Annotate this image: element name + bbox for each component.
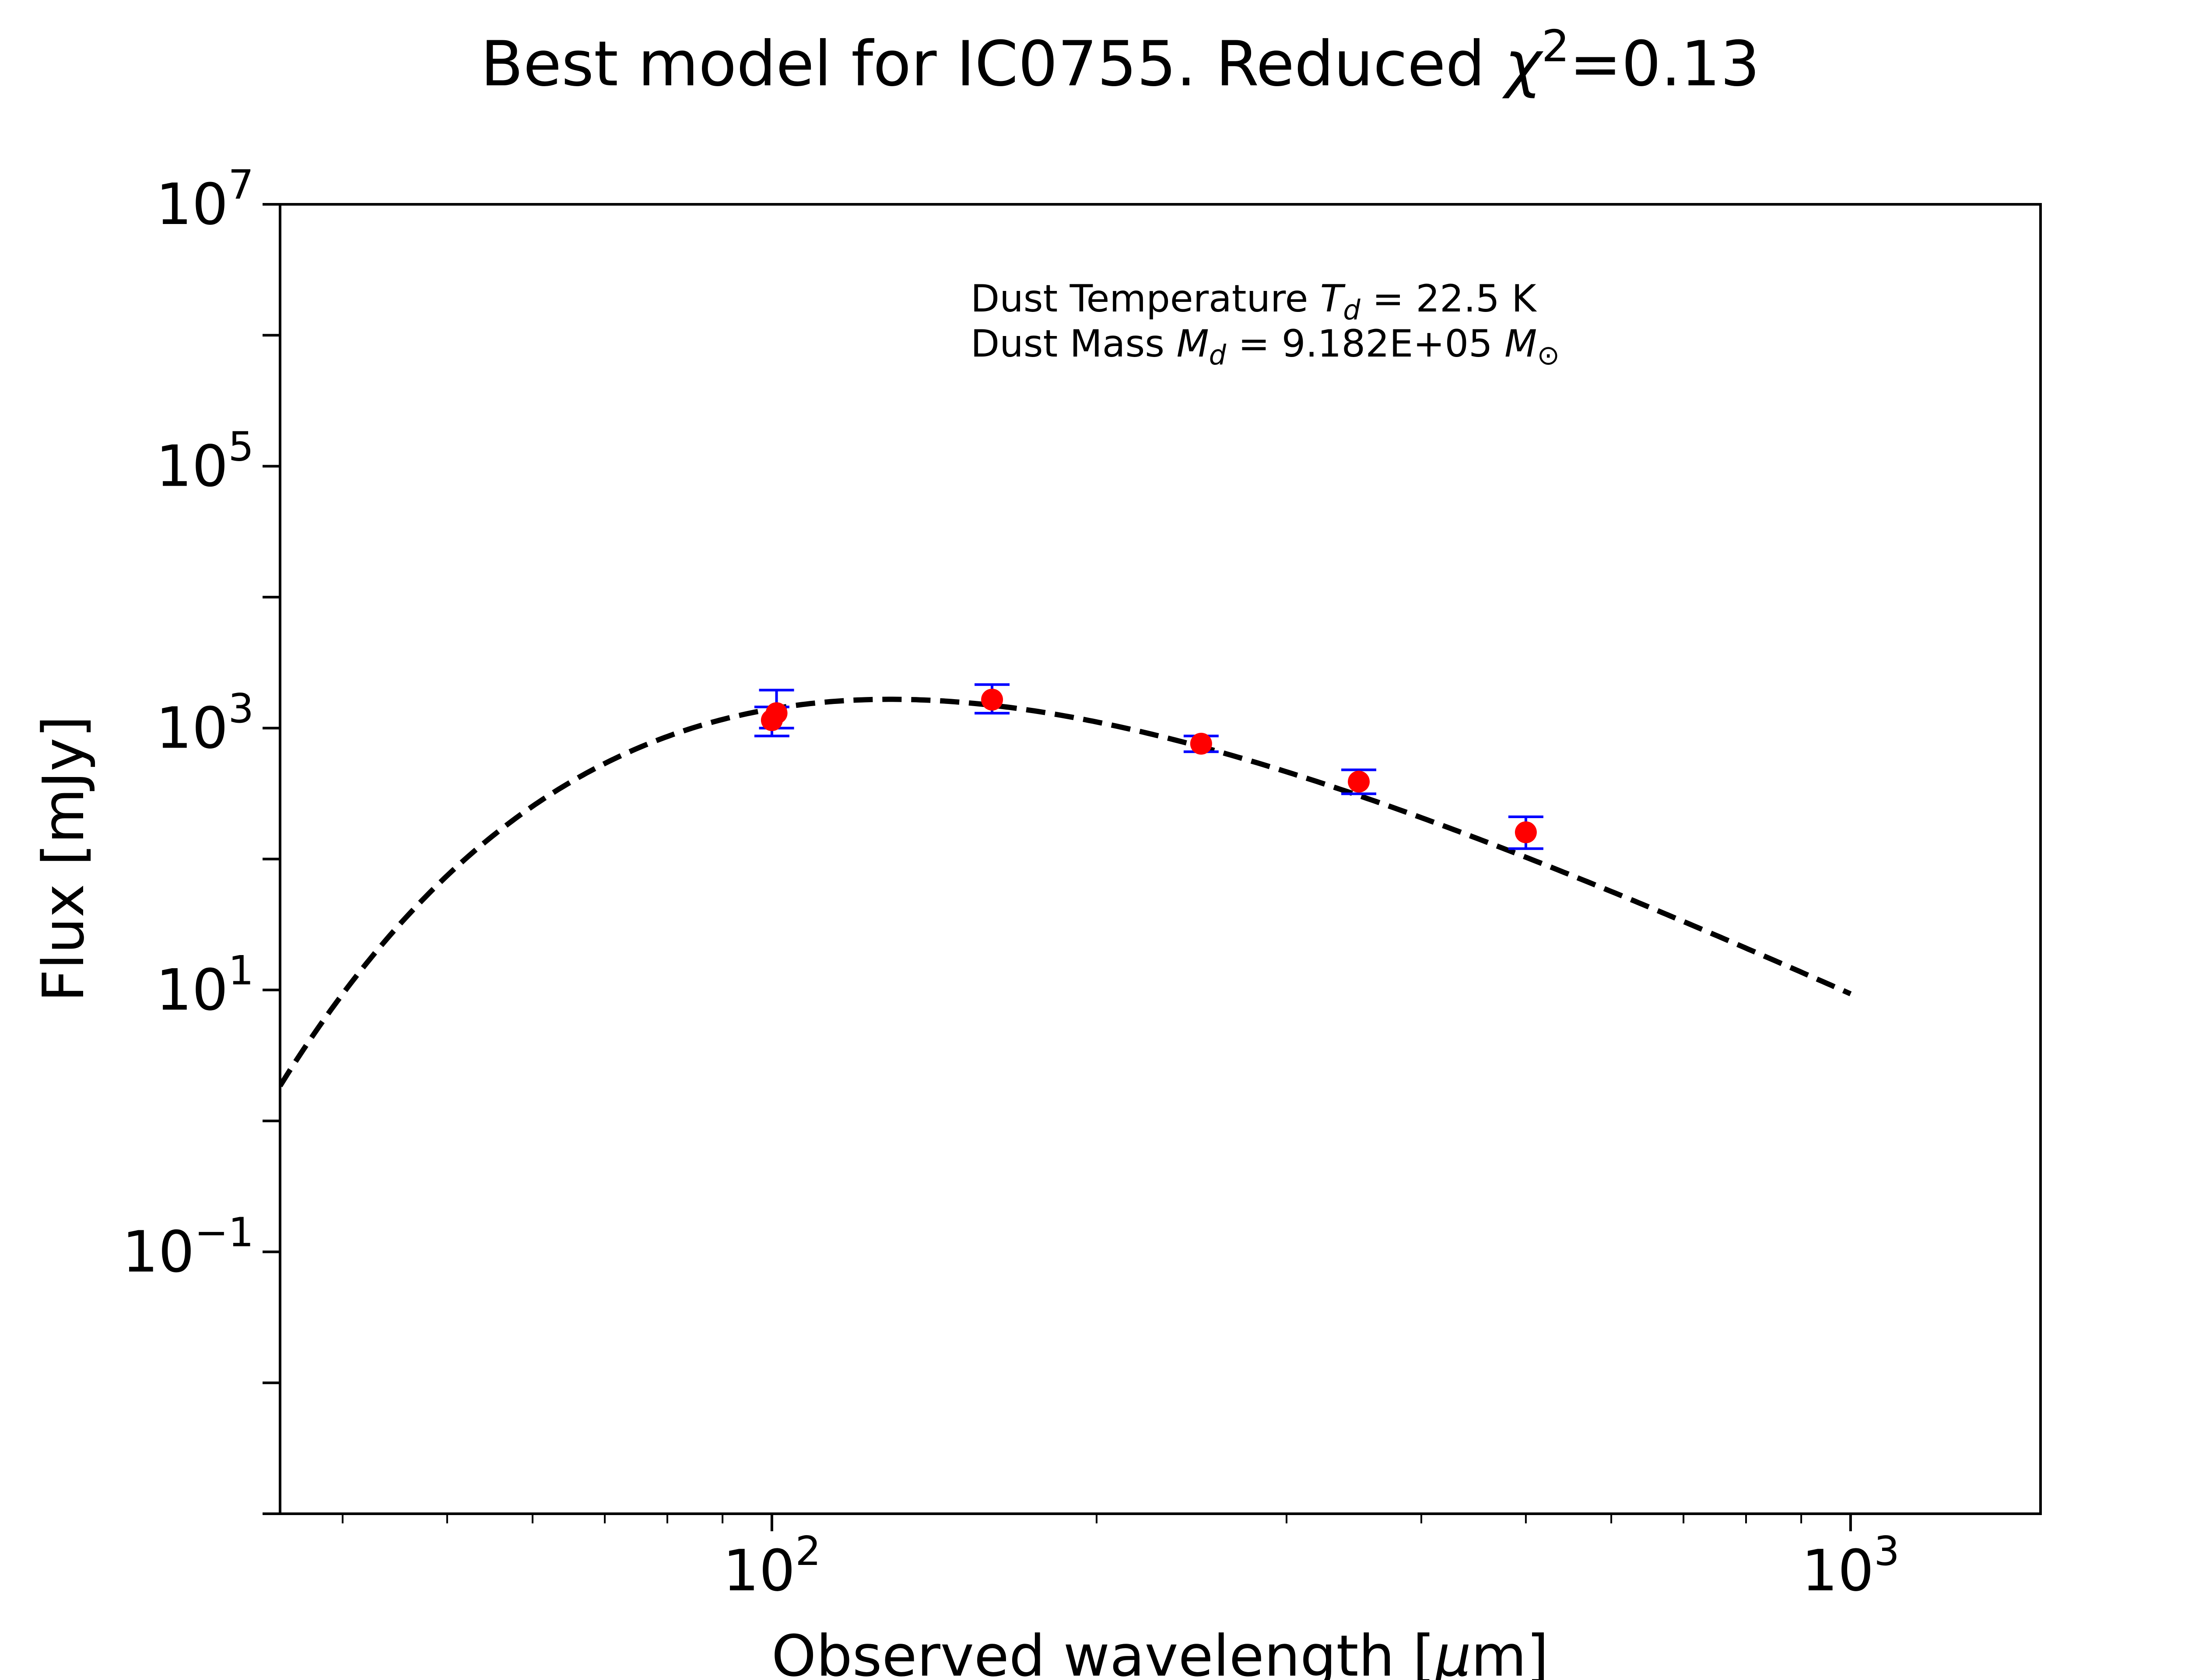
- chart-title-suffix: =0.13: [1569, 28, 1760, 100]
- x-tick-label-exponent: 2: [795, 1528, 821, 1575]
- y-tick-label: 107: [156, 161, 254, 238]
- data-point: [1190, 732, 1212, 755]
- y-tick-label-exponent: 7: [228, 161, 254, 208]
- x-axis-label-mu: μ: [1434, 1623, 1471, 1680]
- y-tick-label-base: 10: [156, 695, 228, 761]
- tick-layer: [263, 203, 1852, 1531]
- y-tick-label: 105: [156, 424, 254, 500]
- data-points-layer: [761, 689, 1537, 844]
- annotation-dust-mass-subscript: d: [1209, 339, 1227, 371]
- annotation-dust-mass-value: = 9.182E+05: [1226, 322, 1504, 366]
- chart-title-prefix: Best model for IC0755. Reduced: [480, 28, 1504, 100]
- y-tick-label-exponent: 1: [228, 947, 254, 994]
- annotation-dust-mass-unit: M: [1504, 322, 1537, 366]
- data-point: [1515, 821, 1537, 844]
- y-tick-label-exponent: 3: [228, 685, 254, 732]
- y-tick-label-base: 10: [156, 957, 228, 1023]
- data-point: [981, 689, 1003, 711]
- chart-title-chi: χ: [1502, 28, 1544, 100]
- annotation-dust-temperature-symbol: T: [1320, 277, 1346, 321]
- chart-title-chi-exponent: 2: [1542, 21, 1570, 72]
- x-tick-label-exponent: 3: [1874, 1528, 1900, 1575]
- y-tick-label-base: 10: [122, 1218, 194, 1285]
- x-axis-label-suffix: m]: [1471, 1623, 1549, 1680]
- y-tick-label-base: 10: [156, 433, 228, 500]
- x-axis-label: Observed wavelength [μm]: [771, 1623, 1549, 1680]
- x-axis-label-prefix: Observed wavelength [: [771, 1623, 1435, 1680]
- model-curve-layer: [280, 696, 1852, 1088]
- y-tick-label: 101: [156, 947, 254, 1023]
- y-axis-label: Flux [mJy]: [30, 716, 97, 1002]
- y-tick-label-base: 10: [156, 171, 228, 238]
- annotation-dust-temperature-prefix: Dust Temperature: [971, 277, 1320, 321]
- model-curve: [280, 696, 1852, 1088]
- annotation-dust-mass-unit-subscript: ⊙: [1537, 339, 1560, 371]
- y-tick-label: 103: [156, 685, 254, 761]
- x-tick-label-base: 10: [723, 1537, 795, 1604]
- annotation-dust-mass: Dust Mass Md = 9.182E+05 M⊙: [971, 322, 1560, 371]
- annotation-dust-temperature: Dust Temperature Td = 22.5 K: [971, 277, 1537, 326]
- data-point: [1348, 770, 1370, 793]
- annotation-dust-temperature-subscript: d: [1343, 294, 1360, 326]
- annotation-dust-temperature-value: = 22.5 K: [1360, 277, 1538, 321]
- x-tick-label: 103: [1802, 1528, 1900, 1604]
- annotation-dust-mass-prefix: Dust Mass: [971, 322, 1176, 366]
- x-tick-label: 102: [723, 1528, 821, 1604]
- y-tick-label: 10−1: [122, 1209, 254, 1285]
- chart-title: Best model for IC0755. Reduced χ2=0.13: [480, 21, 1760, 100]
- data-point: [765, 702, 788, 724]
- annotation-dust-mass-symbol: M: [1176, 322, 1209, 366]
- x-tick-label-base: 10: [1802, 1537, 1874, 1604]
- y-tick-label-exponent: −1: [194, 1209, 254, 1256]
- y-tick-label-exponent: 5: [228, 424, 254, 470]
